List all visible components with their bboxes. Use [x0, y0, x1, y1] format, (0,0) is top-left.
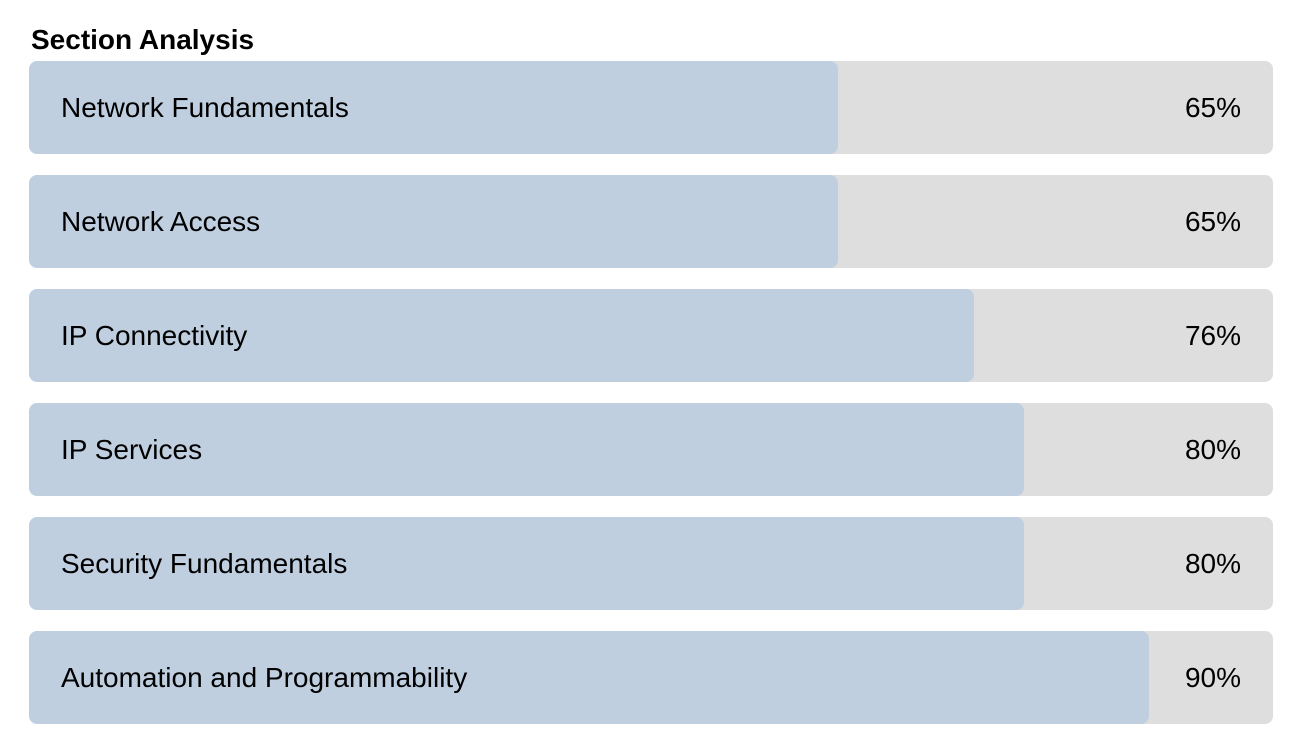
bar-label: Security Fundamentals — [61, 547, 348, 579]
bar-label: Network Fundamentals — [61, 91, 349, 123]
bar-row: IP Services 80% — [29, 403, 1273, 496]
bar-value-label: 80% — [1184, 547, 1241, 579]
bar-label: Automation and Programmability — [61, 661, 468, 693]
bar-value-label: 76% — [1184, 319, 1241, 351]
bar-row: IP Connectivity 76% — [29, 289, 1273, 382]
bar-fill — [29, 517, 1025, 610]
bar-fill — [29, 175, 838, 268]
bar-fill — [29, 61, 838, 154]
bar-row: Network Access 65% — [29, 175, 1273, 268]
bar-label: Network Access — [61, 205, 261, 237]
bar-fill — [29, 631, 1149, 724]
bar-value-label: 90% — [1184, 661, 1241, 693]
bar-value-label: 65% — [1184, 205, 1241, 237]
bar-label: IP Connectivity — [61, 319, 248, 351]
section-analysis-bar-list: Network Fundamentals 65% Network Access 65%… — [29, 61, 1273, 745]
bar-row: Security Fundamentals 80% — [29, 517, 1273, 610]
bar-row: Network Fundamentals 65% — [29, 61, 1273, 154]
bar-row: Automation and Programmability 90% — [29, 631, 1273, 724]
section-title: Section Analysis — [31, 24, 255, 55]
bar-value-label: 65% — [1184, 91, 1241, 123]
bar-value-label: 80% — [1184, 433, 1241, 465]
bar-label: IP Services — [61, 433, 203, 465]
bar-fill — [29, 403, 1025, 496]
bar-fill — [29, 289, 975, 382]
